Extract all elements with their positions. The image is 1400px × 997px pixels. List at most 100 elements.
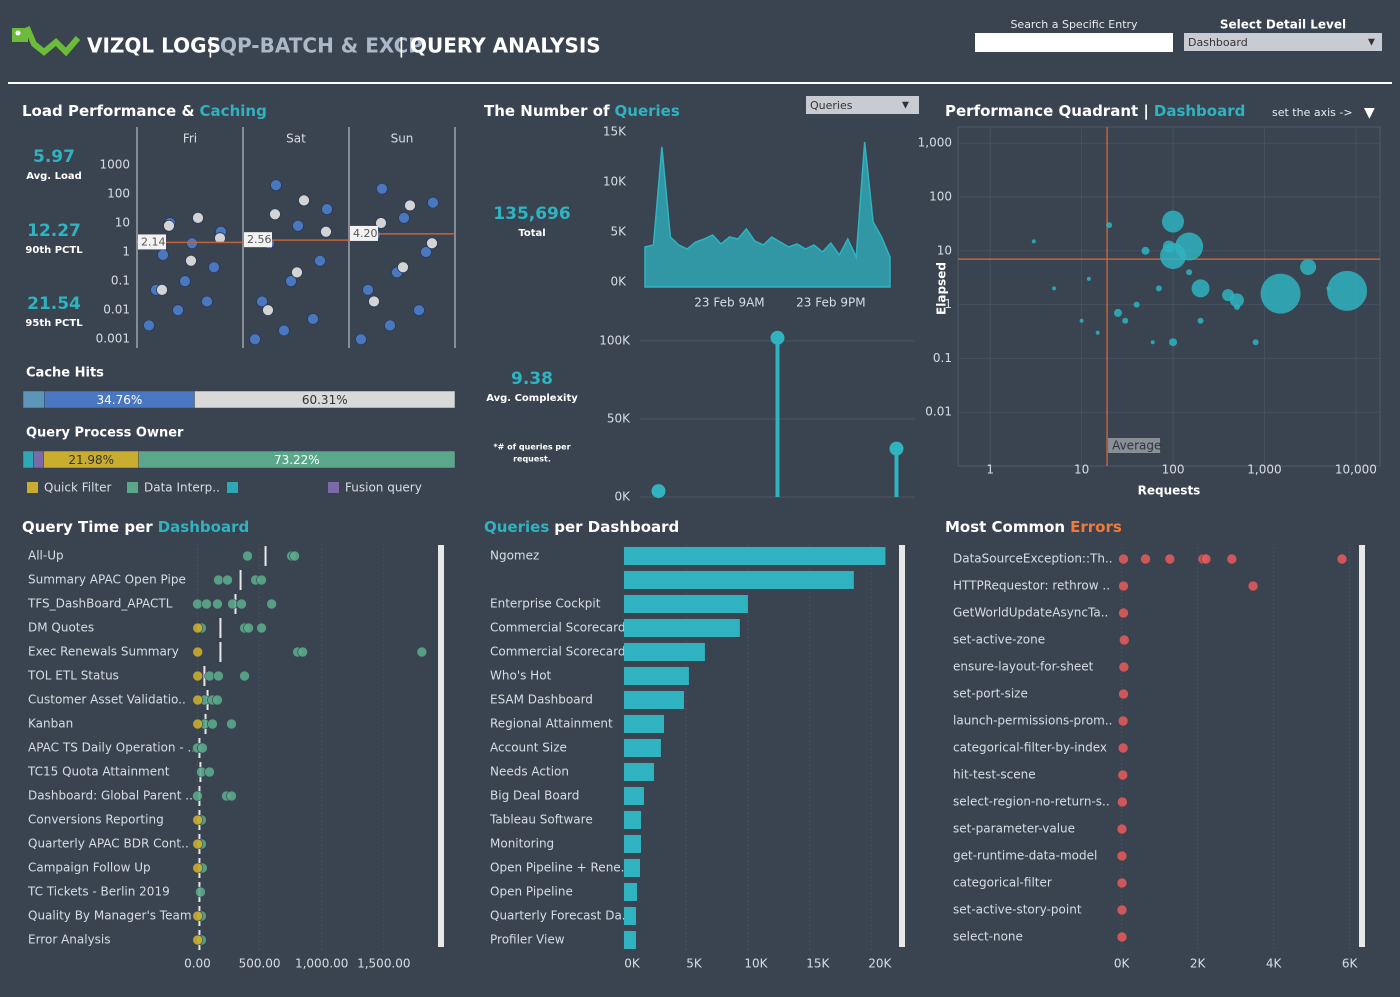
category-label: Enterprise Cockpit (490, 597, 601, 611)
category-label: TOL ETL Status (27, 669, 119, 683)
detail-dropdown[interactable] (1184, 33, 1382, 51)
dot (227, 598, 238, 610)
dot (201, 598, 212, 610)
y-tick-label: 10 (115, 215, 130, 229)
dot (256, 622, 267, 634)
reference-label: 2.14 (141, 235, 166, 248)
x-tick-label: 1,500.00 (357, 957, 410, 971)
bubble (1141, 246, 1150, 255)
scrollbar[interactable] (438, 545, 444, 947)
bar (624, 811, 641, 829)
bar (624, 667, 689, 685)
bar (624, 571, 854, 589)
metric-dropdown[interactable] (806, 96, 919, 114)
bar-segment (194, 390, 456, 409)
panel-title: Query Time per Dashboard (22, 518, 249, 536)
dot (297, 646, 308, 658)
bubble (1113, 308, 1122, 317)
dot (222, 574, 233, 586)
y-tick-label: 100K (599, 333, 631, 347)
category-label: select-region-no-return-s.. (953, 795, 1110, 809)
dot (1118, 661, 1130, 673)
category-label: select-none (953, 930, 1023, 944)
bar (624, 835, 641, 853)
kpi-value: 9.38 (511, 369, 553, 389)
panel-title: Queries per Dashboard (484, 518, 679, 536)
category-label: Who's Hot (490, 669, 552, 683)
category-label: Quarterly APAC BDR Cont.. (28, 837, 189, 851)
segment-label: 73.22% (274, 453, 320, 467)
bubble (1327, 270, 1368, 311)
bubble (1252, 339, 1259, 346)
title-part: Dashboard (158, 518, 249, 536)
dashboard-subtitle: QP-BATCH & EXCP (220, 34, 423, 58)
title-part: The Number of (484, 102, 610, 120)
plot-frame (957, 126, 1381, 467)
footnote: *# of queries per (493, 443, 570, 452)
dot (266, 598, 277, 610)
load-point (384, 319, 396, 332)
y-tick-label: 1 (122, 245, 130, 259)
kpi-label: Avg. Complexity (486, 393, 578, 404)
dropdown-arrow: ▼ (1368, 38, 1375, 48)
load-point (298, 194, 310, 207)
dot (213, 574, 224, 586)
dot (1118, 553, 1129, 565)
search-input[interactable] (975, 33, 1173, 52)
bar (624, 883, 638, 901)
x-tick-label: 4K (1266, 957, 1283, 971)
axis-control-icon[interactable]: ▼ (1364, 105, 1375, 121)
category-label: Quality By Manager's Team (28, 909, 192, 923)
load-point (192, 211, 204, 224)
x-tick-label: 500.00 (239, 957, 281, 971)
bubble (1197, 317, 1204, 324)
load-point (186, 237, 198, 250)
load-point (143, 319, 155, 332)
category-label: hit-test-scene (953, 768, 1036, 782)
category-label: APAC TS Daily Operation - .. (28, 741, 195, 755)
category-label: Campaign Follow Up (28, 861, 151, 875)
x-tick-label: 2K (1190, 957, 1207, 971)
load-point (208, 261, 220, 274)
reference-label-box (350, 225, 378, 241)
load-point (413, 304, 425, 317)
legend-swatch (27, 482, 38, 493)
bubble (1052, 286, 1057, 291)
title-separator: | (398, 34, 405, 58)
load-point (249, 333, 261, 346)
category-label: HTTPRequestor: rethrow .. (953, 579, 1110, 593)
scrollbar[interactable] (899, 545, 905, 947)
y-tick-label: 100 (107, 186, 130, 200)
dashboard-title: VIZQL LOGS (87, 34, 221, 58)
load-point (404, 199, 416, 212)
dot (204, 670, 215, 682)
dot (1118, 688, 1129, 700)
reference-label-box (244, 232, 272, 248)
x-tick-label: 10 (1074, 463, 1089, 477)
dot (212, 598, 223, 610)
scrollbar[interactable] (1359, 545, 1365, 947)
category-label: TFS_DashBoard_APACTL (27, 597, 173, 611)
x-tick-label: 1,000 (1247, 463, 1281, 477)
category-label: All-Up (28, 549, 64, 563)
load-point (163, 219, 175, 232)
y-tick-label: 0.01 (103, 303, 130, 317)
load-point (376, 182, 388, 195)
x-tick-label: 0K (624, 957, 641, 971)
dot (1118, 634, 1130, 646)
bar (624, 643, 705, 661)
category-label: Customer Asset Validatio.. (28, 693, 186, 707)
facet-label: Sat (286, 132, 306, 146)
bar (624, 739, 661, 757)
y-tick-label: 0K (610, 275, 627, 289)
category-label: launch-permissions-prom.. (953, 714, 1113, 728)
dot (226, 718, 237, 730)
category-label: Monitoring (490, 837, 554, 851)
legend-label: Quick Filter (44, 481, 112, 495)
load-point (321, 203, 333, 215)
bar (624, 715, 665, 733)
kpi-value: 5.97 (33, 147, 75, 167)
dot (236, 598, 247, 610)
category-label: TC15 Quota Attainment (27, 765, 170, 779)
dot (1116, 904, 1128, 916)
